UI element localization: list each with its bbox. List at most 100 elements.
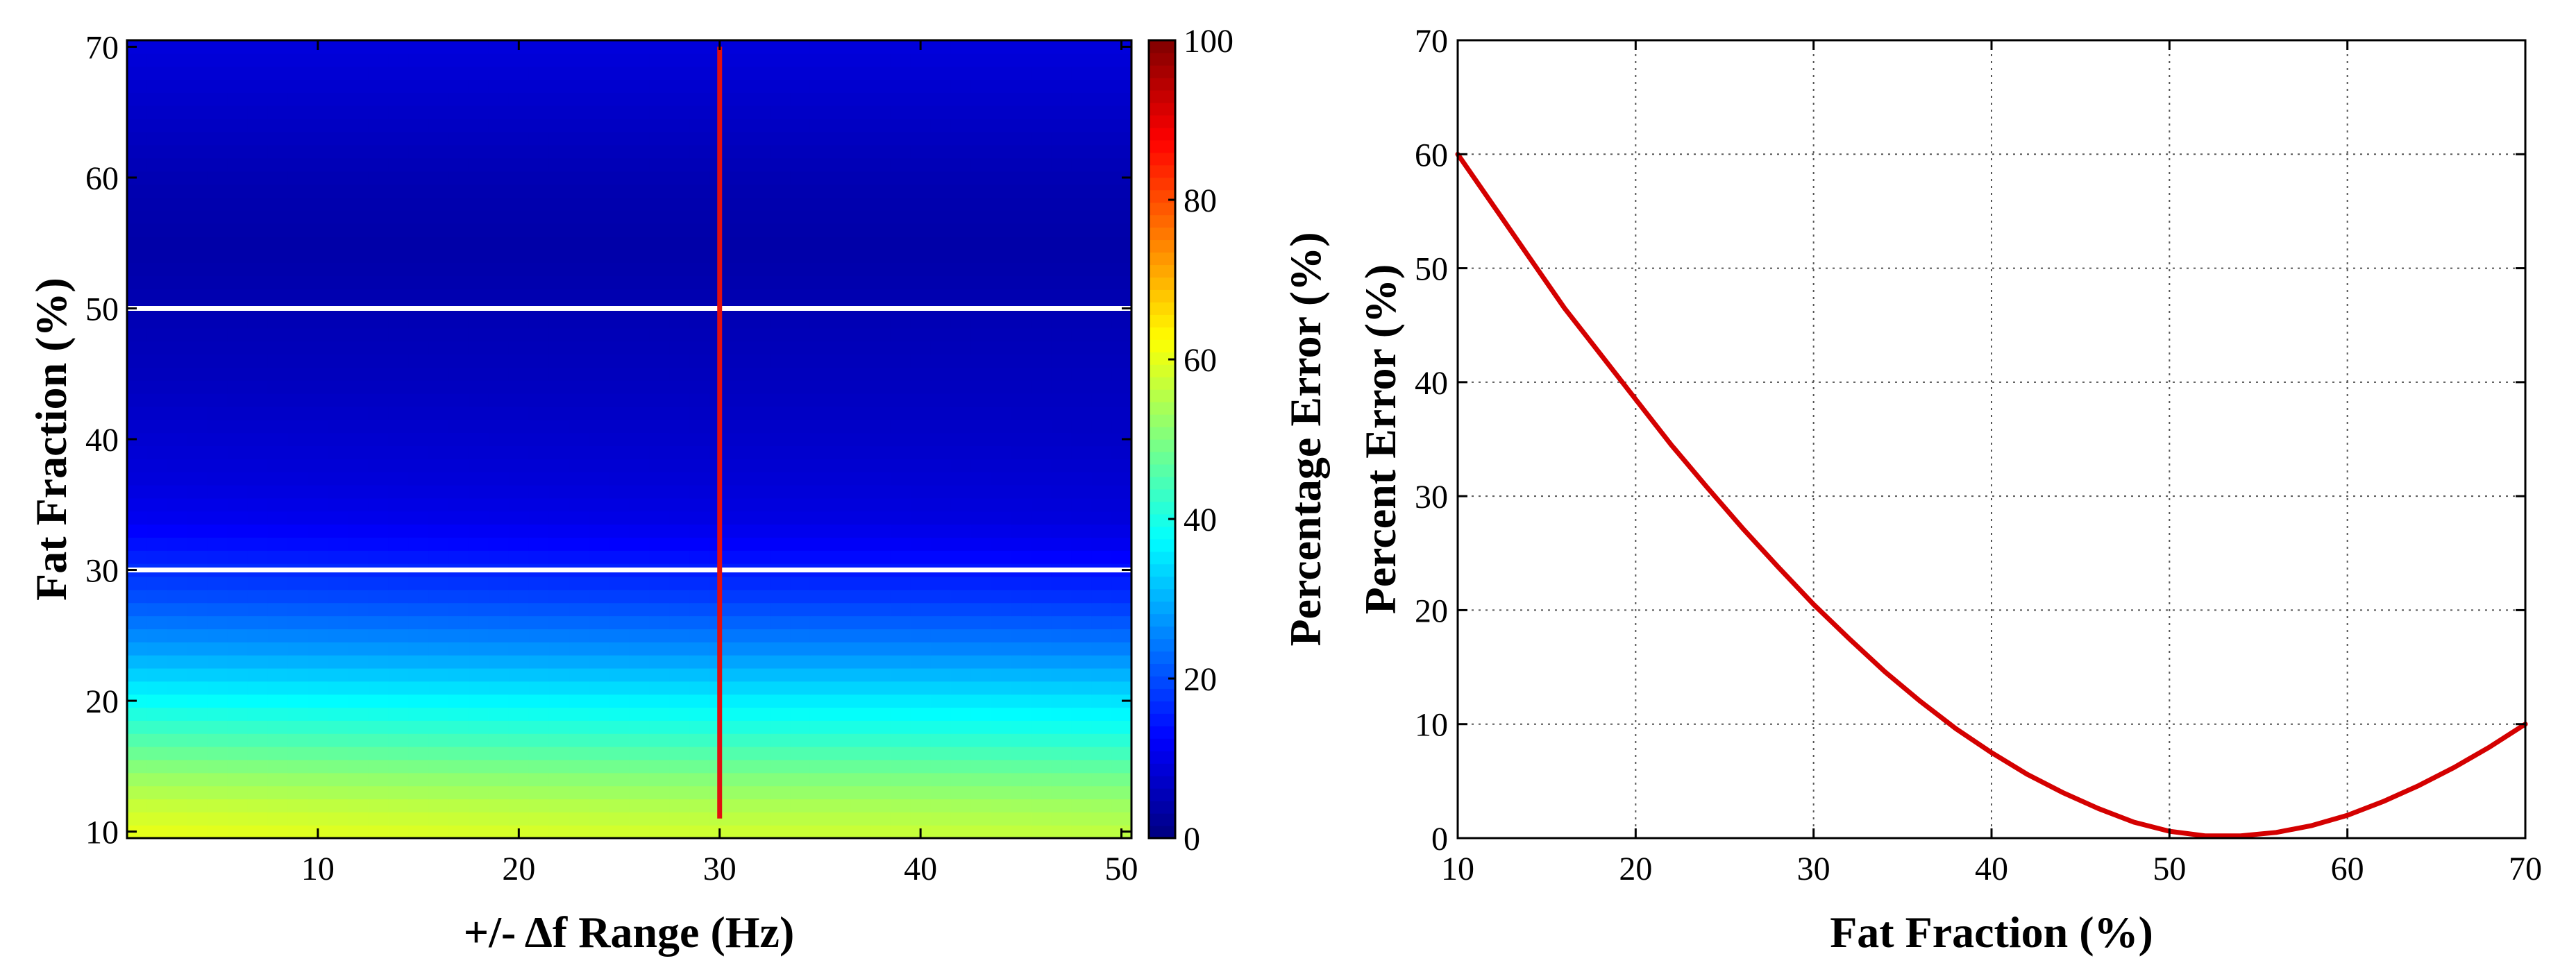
heatmap-cell [1011,459,1032,472]
heatmap-cell [809,223,831,237]
heatmap-cell [187,812,208,826]
heatmap-cell [991,681,1011,695]
heatmap-cell [388,144,409,159]
heatmap-cell [930,576,952,590]
heatmap-cell [328,772,348,787]
heatmap-cell [930,354,952,368]
heatmap-cell [1071,262,1092,276]
heatmap-cell [689,367,710,381]
heatmap-cell [167,131,188,146]
heatmap-cell [508,707,530,721]
heatmap-cell [388,393,409,407]
heatmap-cell [790,472,811,486]
heatmap-cell [649,655,670,669]
heatmap-cell [1051,576,1072,590]
heatmap-cell [950,707,972,721]
heatmap-cell [207,537,228,551]
heatmap-cell [328,537,348,551]
heatmap-cell [267,615,289,629]
heatmap-cell [348,655,369,669]
heatmap-cell [569,53,590,67]
heatmap-cell [890,354,911,368]
heatmap-cell [1111,484,1132,499]
heatmap-cell [1091,602,1112,617]
heatmap-cell [488,812,510,826]
heatmap-cell [428,747,449,760]
heatmap-cell [930,275,952,289]
heatmap-cell [649,799,670,812]
heatmap-cell [950,524,972,538]
heatmap-cell [267,681,289,695]
heatmap-cell [890,694,911,708]
heatmap-cell [408,184,429,198]
heatmap-cell [167,484,188,499]
heatmap-cell [730,157,750,172]
heatmap-cell [589,733,610,747]
heatmap-cell [569,629,590,642]
heatmap-cell [649,66,670,80]
heatmap-cell [910,92,932,106]
heatmap-cell [770,197,791,211]
heatmap-cell [207,171,228,185]
heatmap-cell [1091,131,1112,146]
heatmap-cell [1111,92,1132,106]
heatmap-cell [308,380,328,394]
heatmap-cell [127,327,148,342]
heatmap-cell [809,459,831,472]
heatmap-cell [991,105,1011,119]
heatmap-cell [649,380,670,394]
heatmap-cell [689,524,710,538]
heatmap-cell [870,380,891,394]
heatmap-cell [930,459,952,472]
heatmap-cell [649,184,670,198]
heatmap-cell [1111,511,1132,525]
heatmap-cell [1011,524,1032,538]
heatmap-cell [287,459,309,472]
heatmap-cell [1091,812,1112,826]
heatmap-cell [328,445,348,459]
heatmap-cell [308,210,328,224]
heatmap-cell [790,825,811,839]
heatmap-cell [187,681,208,695]
colorbar-step [1149,102,1175,116]
heatmap-cell [790,367,811,381]
heatmap-cell [890,171,911,185]
heatmap-cell [308,236,328,250]
heatmap-cell [991,119,1011,133]
heatmap-cell [970,459,992,472]
heatmap-cell [146,642,168,656]
heatmap-cell [127,537,148,551]
heatmap-cell [508,445,530,459]
heatmap-cell [870,720,891,734]
heatmap-cell [730,197,750,211]
heatmap-cell [187,262,208,276]
heatmap-cell [770,184,791,198]
heatmap-cell [167,576,188,590]
heatmap-cell [870,184,891,198]
heatmap-cell [548,694,570,708]
heatmap-cell [770,314,791,329]
heatmap-cell [1071,197,1092,211]
colorbar-step [1149,439,1175,452]
heatmap-cell [970,66,992,80]
heatmap-cell [528,367,550,381]
heatmap-cell [207,210,228,224]
heatmap-cell [247,602,269,617]
heatmap-cell [850,772,871,787]
heatmap-cell [348,589,369,604]
heatmap-cell [609,550,630,564]
heatmap-cell [991,484,1011,499]
heatmap-cell [146,157,168,172]
heatmap-cell [287,759,309,774]
heatmap-cell [187,589,208,604]
heatmap-cell [308,105,328,119]
heatmap-cell [770,289,791,302]
heatmap-cell [1051,472,1072,486]
heatmap-cell [348,92,369,106]
heatmap-cell [1071,524,1092,538]
heatmap-cell [1091,184,1112,198]
heatmap-cell [167,524,188,538]
heatmap-cell [508,589,530,604]
heatmap-cell [287,537,309,551]
heatmap-cell [809,236,831,250]
